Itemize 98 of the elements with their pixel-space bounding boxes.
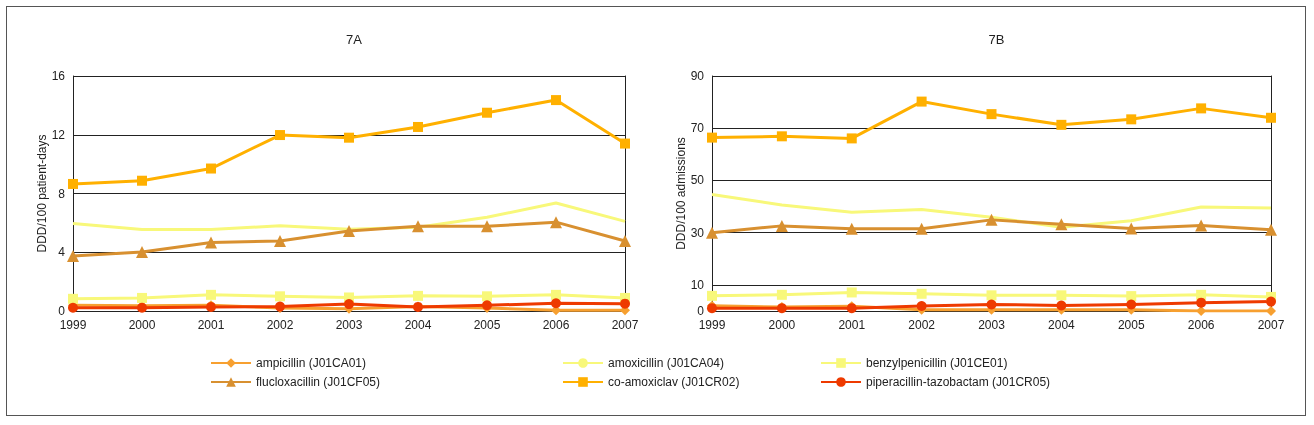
point bbox=[550, 216, 562, 229]
point bbox=[67, 250, 79, 263]
point bbox=[986, 109, 997, 120]
point bbox=[986, 299, 997, 310]
x-tick-label: 2007 bbox=[611, 318, 639, 332]
point bbox=[136, 245, 148, 258]
point bbox=[846, 133, 857, 144]
point bbox=[1196, 103, 1207, 114]
point bbox=[846, 287, 857, 298]
point bbox=[916, 288, 927, 299]
point bbox=[1266, 296, 1276, 307]
point bbox=[1056, 300, 1067, 311]
point bbox=[344, 299, 354, 310]
point bbox=[551, 289, 561, 300]
point bbox=[275, 130, 285, 141]
y-tick-label: 12 bbox=[51, 127, 66, 142]
x-tick-label: 2004 bbox=[404, 318, 432, 332]
point bbox=[412, 220, 424, 233]
point bbox=[985, 213, 998, 226]
point bbox=[1055, 218, 1068, 231]
y-tick-label: 16 bbox=[51, 69, 66, 83]
x-tick-label: 2005 bbox=[473, 318, 501, 332]
point bbox=[620, 298, 630, 309]
point bbox=[1056, 290, 1067, 301]
point bbox=[137, 292, 147, 303]
point bbox=[481, 220, 493, 233]
y-tick-label: 10 bbox=[690, 277, 705, 292]
legend-label: co-amoxiclav (J01CR02) bbox=[608, 375, 740, 389]
point bbox=[1125, 222, 1138, 235]
point bbox=[620, 138, 630, 149]
point bbox=[551, 298, 561, 309]
chart-title: 7A bbox=[346, 32, 363, 47]
point bbox=[986, 290, 997, 301]
point bbox=[137, 175, 147, 186]
point bbox=[1126, 114, 1137, 125]
x-tick-label: 2004 bbox=[1048, 318, 1076, 332]
point bbox=[482, 107, 492, 118]
point bbox=[1265, 223, 1277, 236]
point bbox=[1126, 291, 1137, 302]
point bbox=[1056, 119, 1067, 130]
point bbox=[482, 291, 492, 302]
point bbox=[206, 289, 216, 300]
point bbox=[776, 289, 787, 300]
x-tick-label: 2002 bbox=[266, 318, 294, 332]
y-tick-label: 8 bbox=[58, 186, 66, 201]
x-tick-label: 2001 bbox=[197, 318, 225, 332]
y-tick-label: 50 bbox=[690, 173, 705, 188]
point bbox=[845, 222, 858, 235]
legend-label: ampicillin (J01CA01) bbox=[256, 356, 367, 370]
y-axis-title: DDD/100 patient-days bbox=[34, 134, 49, 253]
x-tick-label: 2000 bbox=[128, 318, 156, 332]
x-tick-label: 2000 bbox=[768, 318, 796, 332]
point bbox=[1266, 112, 1276, 123]
point bbox=[275, 291, 285, 302]
point bbox=[206, 163, 216, 174]
legend-label: piperacillin-tazobactam (J01CR05) bbox=[866, 375, 1051, 389]
point bbox=[1126, 299, 1137, 310]
point bbox=[1266, 306, 1276, 316]
x-tick-label: 2001 bbox=[838, 318, 866, 332]
y-tick-label: 70 bbox=[690, 121, 705, 136]
point bbox=[551, 95, 561, 106]
point bbox=[707, 290, 717, 301]
point bbox=[776, 131, 787, 142]
point bbox=[413, 290, 423, 301]
point bbox=[915, 222, 928, 235]
point bbox=[916, 96, 927, 107]
point bbox=[205, 236, 217, 249]
y-tick-label: 0 bbox=[697, 304, 705, 318]
x-tick-label: 1999 bbox=[698, 318, 726, 332]
y-tick-label: 90 bbox=[690, 69, 705, 83]
point bbox=[413, 121, 423, 132]
point bbox=[343, 225, 355, 238]
x-tick-label: 2002 bbox=[908, 318, 936, 332]
legend-label: benzylpenicillin (J01CE01) bbox=[866, 356, 1008, 370]
x-tick-label: 1999 bbox=[59, 318, 87, 332]
y-tick-label: 30 bbox=[690, 225, 705, 240]
x-tick-label: 2003 bbox=[335, 318, 363, 332]
x-tick-label: 2006 bbox=[1187, 318, 1215, 332]
point bbox=[707, 132, 717, 143]
chart-title: 7B bbox=[988, 32, 1005, 47]
point bbox=[1196, 297, 1207, 308]
x-tick-label: 2005 bbox=[1117, 318, 1145, 332]
y-tick-label: 0 bbox=[58, 304, 66, 318]
x-tick-label: 2006 bbox=[542, 318, 570, 332]
point bbox=[68, 178, 78, 189]
legend-label: flucloxacillin (J01CF05) bbox=[256, 375, 381, 389]
x-tick-label: 2003 bbox=[978, 318, 1006, 332]
x-tick-label: 2007 bbox=[1257, 318, 1285, 332]
point bbox=[1195, 219, 1208, 232]
legend-label: amoxicillin (J01CA04) bbox=[608, 356, 725, 370]
point bbox=[344, 132, 354, 143]
y-tick-label: 4 bbox=[58, 245, 66, 260]
point bbox=[619, 234, 631, 247]
point bbox=[775, 219, 788, 232]
y-axis-title: DDD/100 admissions bbox=[673, 137, 688, 250]
point bbox=[706, 226, 718, 239]
point bbox=[274, 234, 286, 247]
point bbox=[68, 293, 78, 304]
